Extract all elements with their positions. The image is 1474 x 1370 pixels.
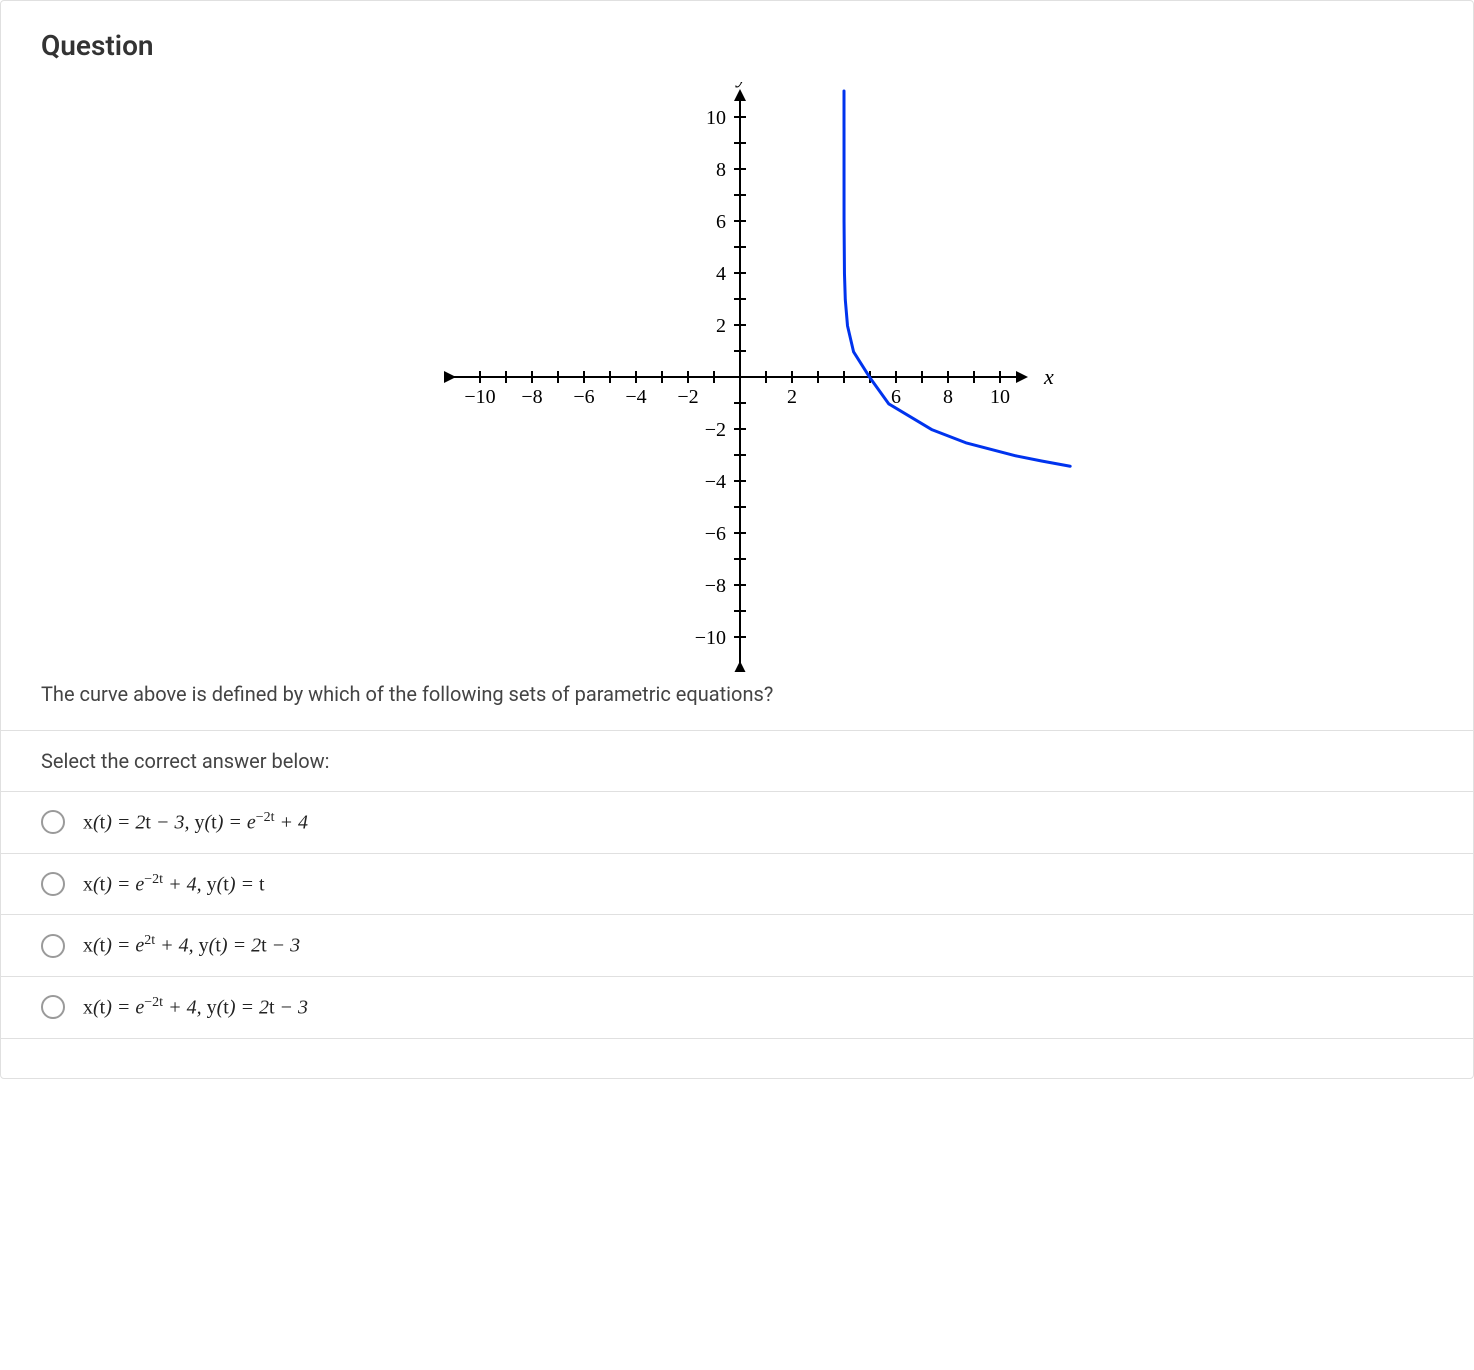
question-header: Question bbox=[1, 1, 1473, 72]
svg-text:−8: −8 bbox=[705, 575, 726, 597]
option-text: x(t) = e−2t + 4, y(t) = 2t − 3 bbox=[83, 995, 308, 1020]
graph-area: −10−8−6−4−226810108642−2−4−6−8−10xy bbox=[1, 72, 1473, 682]
answer-option-4[interactable]: x(t) = e−2t + 4, y(t) = 2t − 3 bbox=[1, 976, 1473, 1038]
answer-option-3[interactable]: x(t) = e2t + 4, y(t) = 2t − 3 bbox=[1, 914, 1473, 976]
radio-button[interactable] bbox=[41, 872, 65, 896]
svg-text:−10: −10 bbox=[695, 627, 726, 649]
svg-text:10: 10 bbox=[706, 107, 726, 129]
radio-button[interactable] bbox=[41, 810, 65, 834]
option-text: x(t) = 2t − 3, y(t) = e−2t + 4 bbox=[83, 810, 308, 835]
svg-text:x: x bbox=[1043, 364, 1054, 389]
question-prompt: The curve above is defined by which of t… bbox=[1, 682, 1473, 730]
radio-button[interactable] bbox=[41, 934, 65, 958]
svg-text:8: 8 bbox=[716, 159, 726, 181]
instruction-text: Select the correct answer below: bbox=[1, 730, 1473, 791]
option-text: x(t) = e2t + 4, y(t) = 2t − 3 bbox=[83, 933, 300, 958]
svg-text:−6: −6 bbox=[573, 386, 594, 408]
svg-text:8: 8 bbox=[943, 386, 953, 408]
svg-text:−6: −6 bbox=[705, 523, 726, 545]
svg-text:10: 10 bbox=[990, 386, 1010, 408]
svg-text:−2: −2 bbox=[705, 419, 726, 441]
svg-text:−2: −2 bbox=[677, 386, 698, 408]
svg-text:−4: −4 bbox=[625, 386, 646, 408]
parametric-graph: −10−8−6−4−226810108642−2−4−6−8−10xy bbox=[377, 82, 1097, 672]
svg-text:−10: −10 bbox=[464, 386, 495, 408]
svg-text:y: y bbox=[735, 82, 747, 88]
answer-option-1[interactable]: x(t) = 2t − 3, y(t) = e−2t + 4 bbox=[1, 791, 1473, 853]
svg-text:−8: −8 bbox=[521, 386, 542, 408]
answer-option-2[interactable]: x(t) = e−2t + 4, y(t) = t bbox=[1, 853, 1473, 915]
footer-spacer bbox=[1, 1038, 1473, 1078]
options-list: x(t) = 2t − 3, y(t) = e−2t + 4 x(t) = e−2… bbox=[1, 791, 1473, 1038]
svg-text:2: 2 bbox=[716, 315, 726, 337]
question-title: Question bbox=[41, 29, 1433, 62]
svg-text:4: 4 bbox=[716, 263, 726, 285]
svg-text:6: 6 bbox=[716, 211, 726, 233]
svg-text:−4: −4 bbox=[705, 471, 726, 493]
question-card: Question −10−8−6−4−226810108642−2−4−6−8−… bbox=[0, 0, 1474, 1079]
radio-button[interactable] bbox=[41, 995, 65, 1019]
option-text: x(t) = e−2t + 4, y(t) = t bbox=[83, 872, 265, 897]
svg-text:2: 2 bbox=[787, 386, 797, 408]
